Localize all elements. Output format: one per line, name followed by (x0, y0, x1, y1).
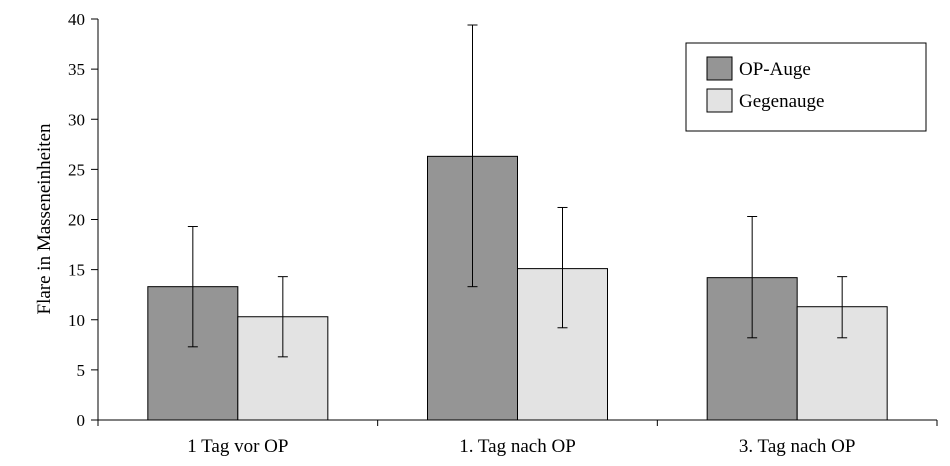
y-tick-label: 0 (77, 411, 86, 430)
legend-swatch (706, 88, 733, 113)
y-tick-label: 10 (68, 311, 85, 330)
y-axis-title: Flare in Masseneinheiten (34, 123, 55, 315)
y-tick-label: 40 (68, 10, 85, 29)
legend: OP-Auge Gegenauge (685, 42, 927, 132)
legend-label: Gegenauge (739, 91, 824, 112)
legend-swatch (706, 56, 733, 81)
y-tick-label: 15 (68, 261, 85, 280)
y-tick-label: 25 (68, 160, 85, 179)
x-category-label: 1. Tag nach OP (459, 436, 576, 457)
y-tick-label: 20 (68, 211, 85, 230)
error-bars-layer (187, 24, 848, 358)
axes-layer: 0 5 10 15 20 25 30 35 40 1 Tag vor OP 1. Tag nach … (68, 10, 938, 457)
y-tick-label: 5 (77, 361, 86, 380)
y-tick-label: 35 (68, 60, 85, 79)
y-tick-label: 30 (68, 110, 85, 129)
legend-label: OP-Auge (739, 59, 811, 80)
bars-layer (147, 155, 888, 421)
x-category-label: 1 Tag vor OP (187, 436, 288, 457)
legend-box (685, 42, 927, 132)
x-category-label: 3. Tag nach OP (739, 436, 856, 457)
